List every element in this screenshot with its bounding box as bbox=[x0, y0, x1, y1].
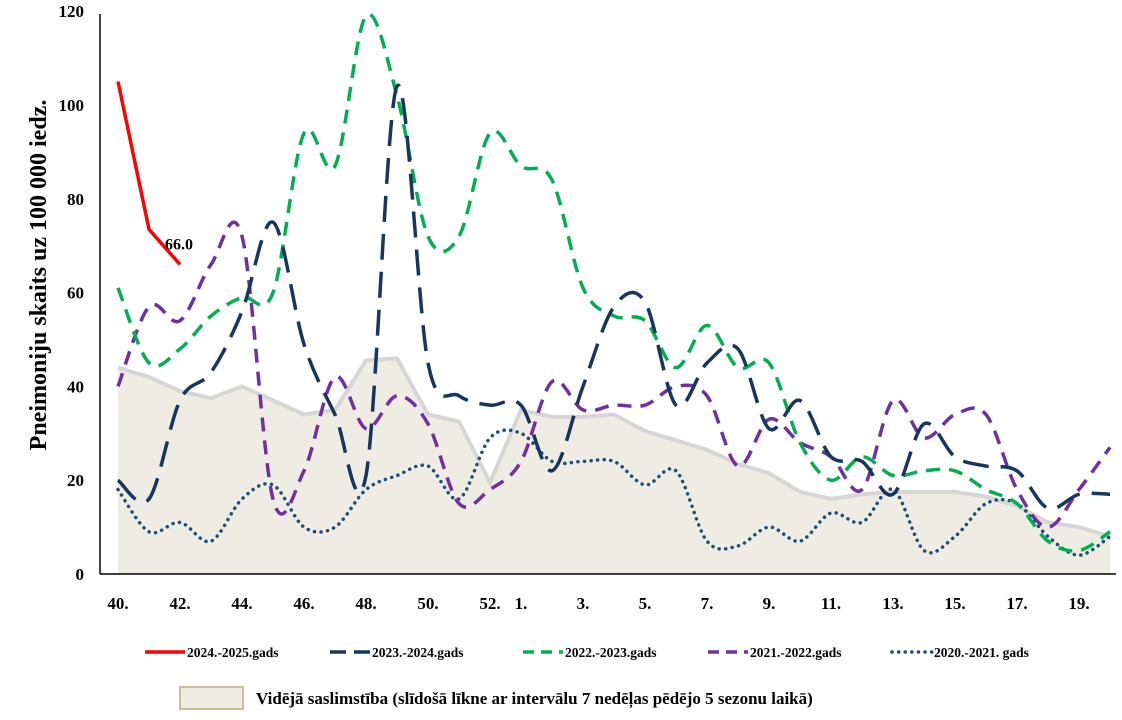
average-area-fill bbox=[118, 358, 1110, 574]
y-tick-label: 20 bbox=[67, 471, 84, 490]
annotation-layer: 66.0 bbox=[165, 236, 193, 253]
series-line-2021-2022-gads bbox=[116, 220, 1112, 529]
legend-label: 2024.-2025.gads bbox=[187, 645, 279, 660]
x-tick-label: 5. bbox=[639, 594, 652, 613]
y-tick-labels: 0 20 40 60 80 100 120 bbox=[59, 2, 85, 584]
y-tick-label: 80 bbox=[67, 190, 84, 209]
legend: 2024.-2025.gads 2023.-2024.gads 2022.-2023… bbox=[145, 645, 1029, 710]
x-tick-label: 40. bbox=[107, 594, 128, 613]
average-area-outline bbox=[117, 356, 1111, 539]
x-tick-label: 48. bbox=[355, 594, 376, 613]
y-tick-label: 120 bbox=[59, 2, 85, 21]
y-tick-label: 100 bbox=[59, 96, 85, 115]
legend-swatch-area bbox=[179, 686, 244, 710]
legend-label: 2020.-2021. gads bbox=[934, 645, 1029, 660]
x-tick-label: 3. bbox=[577, 594, 590, 613]
x-tick-label: 42. bbox=[169, 594, 190, 613]
x-tick-label: 46. bbox=[293, 594, 314, 613]
x-tick-label: 11. bbox=[821, 594, 841, 613]
x-tick-label: 1. bbox=[515, 594, 528, 613]
x-tick-labels: 40. 42. 44. 46. 48. 50. 52. 1. 3. 5. 7. 9. 11. 13. 15.… bbox=[107, 594, 1089, 613]
x-tick-label: 17. bbox=[1006, 594, 1027, 613]
x-tick-label: 7. bbox=[701, 594, 714, 613]
x-tick-label: 44. bbox=[231, 594, 252, 613]
legend-label-area: Vidējā saslimstība (slīdošā līkne ar int… bbox=[256, 689, 813, 709]
data-label: 66.0 bbox=[165, 236, 193, 253]
legend-label: 2021.-2022.gads bbox=[750, 645, 842, 660]
y-tick-label: 0 bbox=[76, 565, 85, 584]
x-tick-label: 19. bbox=[1068, 594, 1089, 613]
series-line-2024-2025-gads bbox=[116, 81, 182, 266]
x-tick-label: 9. bbox=[763, 594, 776, 613]
x-tick-label: 15. bbox=[944, 594, 965, 613]
legend-label: 2022.-2023.gads bbox=[565, 645, 657, 660]
x-tick-label: 13. bbox=[882, 594, 903, 613]
series-line-2020-2021-gads bbox=[116, 428, 1112, 557]
area-layer bbox=[117, 356, 1111, 574]
series-line-2023-2024-gads bbox=[116, 83, 1111, 511]
axes-layer bbox=[99, 14, 1116, 575]
y-axis-label: Pneimoniju skaits uz 100 000 iedz. bbox=[26, 100, 52, 451]
series-layer bbox=[116, 12, 1112, 557]
y-tick-label: 40 bbox=[67, 377, 84, 396]
series-line-2022-2023-gads bbox=[116, 12, 1111, 553]
x-tick-label: 50. bbox=[417, 594, 438, 613]
y-tick-label: 60 bbox=[67, 284, 84, 303]
legend-label: 2023.-2024.gads bbox=[372, 645, 464, 660]
x-tick-label: 52. bbox=[479, 594, 500, 613]
